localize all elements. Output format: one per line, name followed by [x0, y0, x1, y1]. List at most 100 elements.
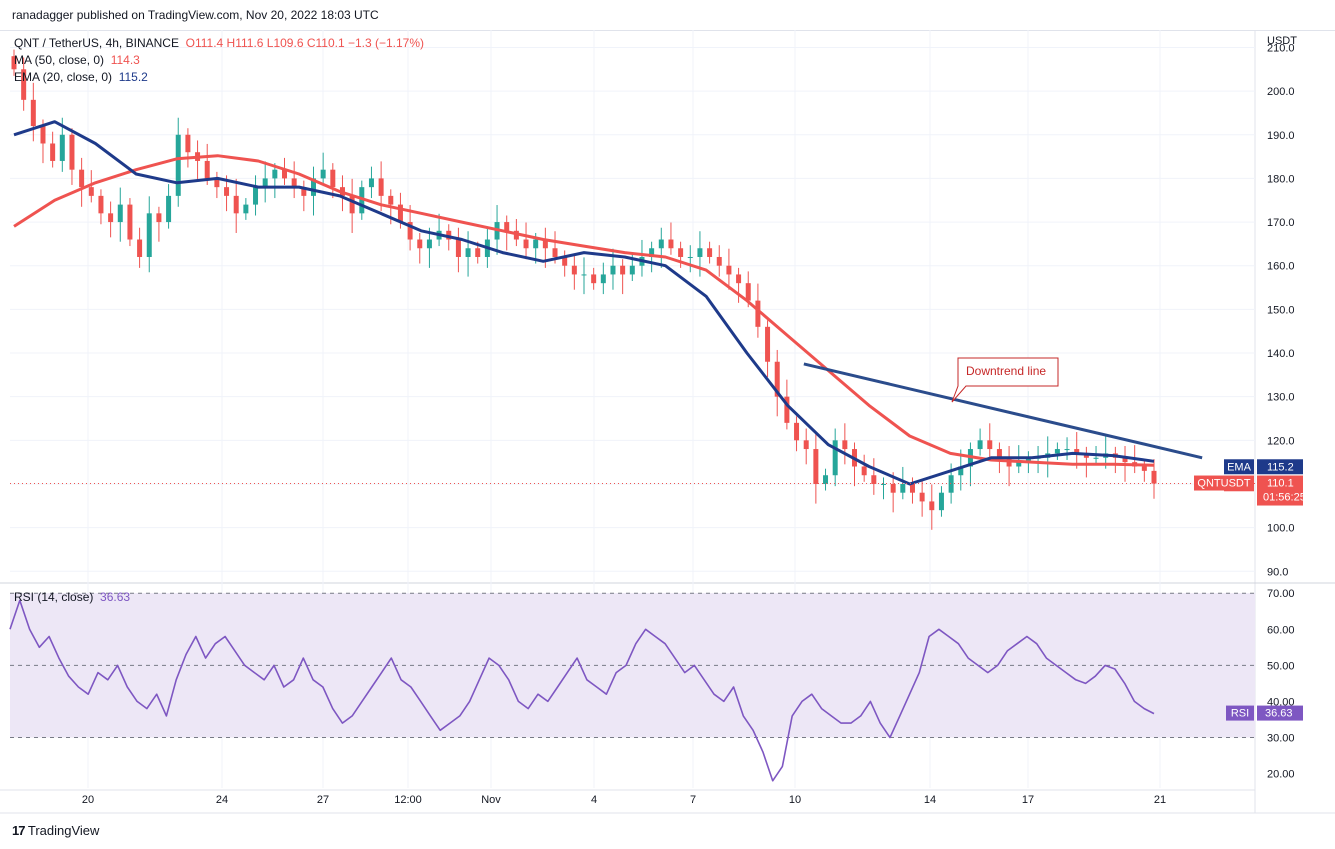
candle-body[interactable]	[320, 169, 326, 179]
candle-body[interactable]	[755, 300, 761, 327]
candle-body[interactable]	[745, 283, 751, 301]
candle-body[interactable]	[649, 248, 655, 257]
rsi-line[interactable]	[9, 599, 1155, 782]
candle-body[interactable]	[262, 178, 268, 188]
candle-body[interactable]	[88, 187, 94, 196]
candle-body[interactable]	[397, 204, 403, 223]
candle-body[interactable]	[243, 204, 249, 214]
candle-body[interactable]	[59, 134, 65, 161]
candle-body[interactable]	[175, 134, 181, 196]
candle-body[interactable]	[736, 274, 742, 284]
candle-body[interactable]	[542, 239, 548, 249]
candle-body[interactable]	[1074, 449, 1080, 454]
candle-body[interactable]	[987, 440, 993, 450]
candle-body[interactable]	[919, 492, 925, 502]
candle-body[interactable]	[378, 178, 384, 196]
candle-body[interactable]	[842, 440, 848, 450]
candle-body[interactable]	[233, 195, 239, 214]
candle-body[interactable]	[687, 256, 693, 258]
candle-body[interactable]	[823, 475, 829, 484]
candle-body[interactable]	[552, 248, 558, 257]
candle-body[interactable]	[282, 169, 288, 179]
candle-body[interactable]	[166, 195, 172, 223]
ema-line[interactable]	[13, 120, 1155, 486]
candle-body[interactable]	[909, 483, 915, 493]
candle-body[interactable]	[716, 256, 722, 266]
candle-body[interactable]	[98, 195, 104, 214]
candle-body[interactable]	[291, 178, 297, 188]
annotation-callout[interactable]	[951, 357, 1059, 403]
candle-body[interactable]	[388, 195, 394, 205]
candle-body[interactable]	[465, 248, 471, 257]
candle-body[interactable]	[108, 213, 114, 223]
candle-body[interactable]	[330, 169, 336, 188]
symbol-label[interactable]: QNT / TetherUS, 4h, BINANCE	[14, 36, 179, 50]
candle-body[interactable]	[1093, 457, 1099, 459]
candle-body[interactable]	[871, 475, 877, 484]
candle-body[interactable]	[900, 483, 906, 493]
candle-body[interactable]	[349, 195, 355, 214]
downtrend-line[interactable]	[803, 362, 1203, 460]
candle-body[interactable]	[156, 213, 162, 223]
footer-brand[interactable]: 17 TradingView	[12, 823, 99, 838]
candle-body[interactable]	[417, 239, 423, 249]
candle-body[interactable]	[1064, 449, 1070, 451]
candle-body[interactable]	[1151, 470, 1157, 484]
candle-body[interactable]	[1122, 457, 1128, 463]
ma-line[interactable]	[13, 154, 1155, 467]
candle-body[interactable]	[214, 178, 220, 188]
candle-body[interactable]	[929, 501, 935, 511]
candle-body[interactable]	[726, 265, 732, 275]
candle-body[interactable]	[533, 239, 539, 249]
candle-body[interactable]	[794, 422, 800, 441]
candle-body[interactable]	[79, 169, 85, 188]
candle-body[interactable]	[861, 466, 867, 476]
candle-body[interactable]	[610, 265, 616, 275]
candle-body[interactable]	[523, 239, 529, 249]
candle-body[interactable]	[948, 475, 954, 493]
candle-body[interactable]	[272, 169, 278, 179]
candle-body[interactable]	[813, 449, 819, 484]
candle-body[interactable]	[40, 126, 46, 144]
candle-body[interactable]	[774, 361, 780, 397]
candle-body[interactable]	[1025, 457, 1031, 463]
candle-body[interactable]	[620, 265, 626, 275]
candle-body[interactable]	[146, 213, 152, 257]
candle-body[interactable]	[446, 230, 452, 240]
rsi-legend[interactable]: RSI (14, close) 36.63	[14, 590, 130, 604]
candle-body[interactable]	[658, 239, 664, 249]
candle-body[interactable]	[880, 483, 886, 485]
candle-body[interactable]	[562, 256, 568, 266]
candle-body[interactable]	[21, 69, 27, 100]
ema-legend-row[interactable]: EMA (20, close, 0) 115.2	[14, 69, 424, 86]
candle-body[interactable]	[185, 134, 191, 153]
candle-body[interactable]	[890, 483, 896, 493]
candle-body[interactable]	[69, 134, 75, 170]
candle-body[interactable]	[30, 99, 36, 127]
candle-body[interactable]	[253, 187, 259, 205]
candle-body[interactable]	[310, 178, 316, 196]
candle-body[interactable]	[803, 440, 809, 450]
candle-body[interactable]	[224, 187, 230, 196]
candle-body[interactable]	[50, 143, 56, 161]
ma-legend-row[interactable]: MA (50, close, 0) 114.3	[14, 52, 424, 69]
candle-body[interactable]	[11, 56, 17, 70]
candle-body[interactable]	[668, 239, 674, 249]
candle-body[interactable]	[407, 222, 413, 240]
candle-body[interactable]	[784, 396, 790, 423]
candle-body[interactable]	[301, 187, 307, 196]
candle-body[interactable]	[977, 440, 983, 450]
candle-body[interactable]	[117, 204, 123, 223]
candle-body[interactable]	[832, 440, 838, 476]
candle-body[interactable]	[368, 178, 374, 188]
candle-body[interactable]	[996, 449, 1002, 458]
candle-body[interactable]	[1016, 462, 1022, 467]
candle-body[interactable]	[359, 187, 365, 214]
candle-body[interactable]	[707, 248, 713, 257]
candle-body[interactable]	[629, 265, 635, 275]
candle-body[interactable]	[504, 222, 510, 231]
candle-body[interactable]	[591, 274, 597, 284]
candle-body[interactable]	[678, 248, 684, 257]
candle-body[interactable]	[475, 248, 481, 257]
